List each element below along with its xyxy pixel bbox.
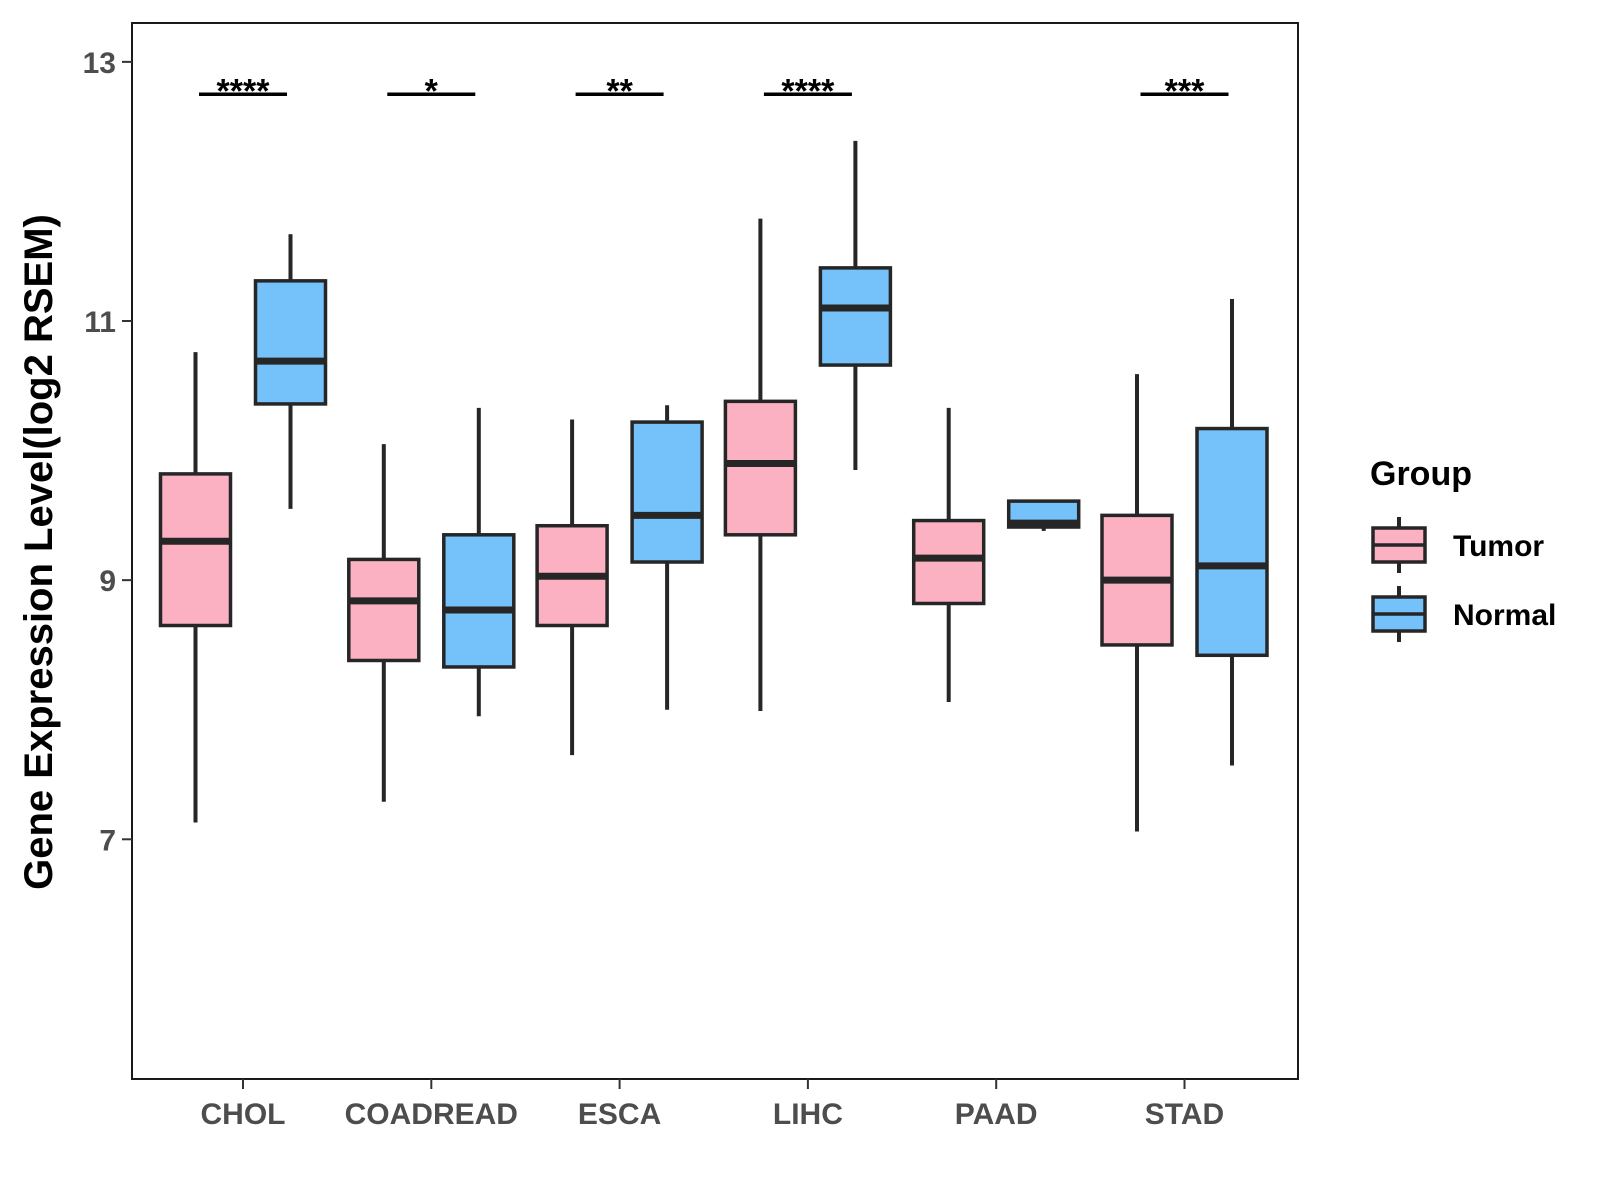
box-tumor-lihc xyxy=(723,218,798,712)
box-normal-coadread xyxy=(442,407,516,717)
box-normal-esca xyxy=(630,405,704,710)
x-tick-label: STAD xyxy=(1145,1098,1224,1131)
legend-title: Group xyxy=(1370,455,1472,493)
y-tick-label: 11 xyxy=(84,306,116,339)
box-body xyxy=(630,420,704,564)
box-body xyxy=(442,533,516,669)
significance-label: *** xyxy=(1165,72,1205,110)
significance-coadread: * xyxy=(387,72,476,110)
x-tick-label: COADREAD xyxy=(345,1098,518,1131)
y-tick-label: 13 xyxy=(83,47,116,80)
box-normal-chol xyxy=(253,234,328,509)
box-body xyxy=(911,518,986,606)
significance-label: **** xyxy=(217,72,271,110)
significance-label: ** xyxy=(606,72,633,110)
y-tick-label: 7 xyxy=(99,824,116,857)
panel-border xyxy=(131,22,1299,1080)
significance-label: * xyxy=(425,72,439,110)
legend-label: Tumor xyxy=(1453,530,1544,563)
significance-esca: ** xyxy=(575,72,664,110)
box-normal-stad xyxy=(1195,298,1269,766)
x-tick-label: ESCA xyxy=(578,1098,661,1131)
y-axis-title: Gene Expression Level(log2 RSEM) xyxy=(17,214,61,890)
box-tumor-esca xyxy=(535,419,609,756)
box-body xyxy=(1006,499,1081,529)
box-tumor-coadread xyxy=(347,444,421,802)
significance-chol: **** xyxy=(199,72,287,110)
significance-lihc: **** xyxy=(763,72,852,110)
legend-item-normal: Normal xyxy=(1371,586,1556,642)
legend-item-tumor: Tumor xyxy=(1371,517,1544,573)
x-tick-label: LIHC xyxy=(773,1098,843,1131)
y-tick-label: 9 xyxy=(99,565,116,598)
box-normal-lihc xyxy=(818,140,893,471)
box-normal-paad xyxy=(1006,499,1081,531)
axes: 7 9 11 13 CHOL COADREAD ESCA LIHC PAAD STAD xyxy=(83,22,1299,1131)
legend: Group Tumor Normal xyxy=(1370,455,1556,642)
box-body xyxy=(253,279,328,406)
box-body xyxy=(347,557,421,663)
plot-area: **** * ** **** *** xyxy=(158,72,1269,832)
x-tick-label: CHOL xyxy=(201,1098,286,1131)
significance-label: **** xyxy=(781,72,835,110)
legend-label: Normal xyxy=(1453,599,1556,632)
significance-stad: *** xyxy=(1140,72,1229,110)
box-body xyxy=(818,266,893,367)
box-body xyxy=(158,472,233,628)
box-tumor-stad xyxy=(1100,374,1174,832)
box-tumor-paad xyxy=(911,407,986,702)
box-tumor-chol xyxy=(158,352,233,823)
x-tick-label: PAAD xyxy=(955,1098,1038,1131)
box-body xyxy=(1195,426,1269,658)
box-body xyxy=(723,399,798,537)
